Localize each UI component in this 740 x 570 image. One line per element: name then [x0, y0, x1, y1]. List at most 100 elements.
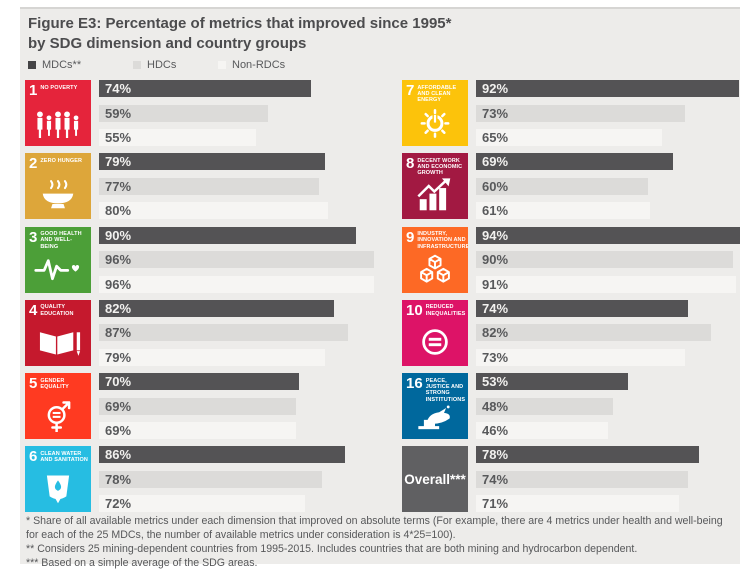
sdg-block-4: 4 QUALITY EDUCATION 82% 87% 79% [25, 299, 385, 366]
bar-hdcs: 90% [476, 251, 733, 269]
bar-non-rdcs: 80% [99, 202, 328, 220]
bar-mdcs: 69% [476, 153, 673, 171]
bar-value-label: 69% [105, 423, 132, 439]
bar-mdcs: 53% [476, 373, 628, 391]
figure-title-line1: Figure E3: Percentage of metrics that im… [28, 15, 452, 32]
sdg-tile-head: 7 AFFORDABLE AND CLEAN ENERGY [402, 80, 468, 103]
bar-value-label: 80% [105, 203, 132, 219]
sdg-block-1: 1 NO POVERTY 74% 59% 55% [25, 80, 385, 146]
sdg-number: 10 [406, 301, 423, 319]
bar-hdcs: 96% [99, 251, 374, 269]
footnotes: * Share of all available metrics under e… [26, 515, 734, 570]
sdg-block-3: 3 GOOD HEALTH AND WELL-BEING 90% 96% 96% [25, 226, 385, 293]
bar-group: 69% 60% 61% [476, 153, 740, 220]
bar-value-label: 55% [105, 130, 132, 145]
bar-mdcs: 92% [476, 80, 739, 97]
bar-mdcs: 78% [476, 446, 699, 464]
peace-justice-icon [410, 398, 460, 437]
sdg-block-6: 6 CLEAN WATER AND SANITATION 86% 78% 72% [25, 446, 385, 513]
bar-value-label: 96% [105, 252, 132, 268]
bar-group: 74% 59% 55% [99, 80, 385, 146]
figure-title: Figure E3: Percentage of metrics that im… [28, 14, 452, 53]
sdg-block-7: 7 AFFORDABLE AND CLEAN ENERGY 92% 73% 65% [402, 80, 740, 146]
sdg-number: 3 [29, 228, 38, 246]
sdg-tile-7: 7 AFFORDABLE AND CLEAN ENERGY [402, 80, 468, 146]
bar-value-label: 87% [105, 325, 132, 341]
sdg-tile-1: 1 NO POVERTY [25, 80, 91, 146]
sdg-tile-5: 5 GENDER EQUALITY [25, 373, 91, 440]
bar-value-label: 90% [482, 252, 509, 268]
bar-mdcs: 82% [99, 299, 334, 317]
bar-hdcs: 77% [99, 177, 319, 195]
bar-non-rdcs: 96% [99, 275, 374, 293]
bar-hdcs: 82% [476, 324, 711, 342]
bar-value-label: 71% [482, 496, 509, 512]
sdg-tile-head: 4 QUALITY EDUCATION [25, 300, 91, 318]
sdg-number: 6 [29, 448, 38, 466]
footnote-3: *** Based on a simple average of the SDG… [26, 556, 258, 569]
bar-hdcs: 48% [476, 397, 613, 415]
bar-value-label: 82% [482, 325, 509, 341]
sdg-tile-head: 6 CLEAN WATER AND SANITATION [25, 446, 91, 464]
bar-value-label: 53% [482, 374, 509, 390]
bar-value-label: 59% [105, 105, 132, 121]
bar-group: 70% 69% 69% [99, 373, 385, 440]
bar-mdcs: 74% [476, 299, 688, 317]
bar-mdcs: 79% [99, 153, 325, 171]
sdg-tile-head: 5 GENDER EQUALITY [25, 373, 91, 391]
bar-value-label: 94% [482, 227, 509, 243]
bar-hdcs: 87% [99, 324, 348, 342]
quality-education-icon [33, 325, 83, 364]
bar-non-rdcs: 61% [476, 202, 650, 220]
sdg-block-9: 9 INDUSTRY, INNOVATION AND INFRASTRUCTURE… [402, 226, 740, 293]
bar-value-label: 73% [482, 105, 509, 121]
bar-value-label: 48% [482, 398, 509, 414]
bar-value-label: 78% [105, 471, 132, 487]
footnote-2: ** Considers 25 mining-dependent countri… [26, 542, 638, 555]
sdg-tile-head: 16 PEACE, JUSTICE AND STRONG INSTITUTIONS [402, 373, 468, 403]
sdg-tile-4: 4 QUALITY EDUCATION [25, 299, 91, 366]
bar-value-label: 74% [482, 471, 509, 487]
bar-group: 78% 74% 71% [476, 446, 740, 513]
bar-value-label: 60% [482, 178, 509, 194]
chart-column-left: 1 NO POVERTY 74% 59% 55% 2 ZERO HUNGER 79% 77% 80… [25, 80, 385, 520]
bar-value-label: 74% [482, 300, 509, 316]
sdg-number: 8 [406, 155, 415, 173]
bar-value-label: 79% [105, 154, 132, 170]
bar-non-rdcs: 55% [99, 129, 256, 146]
sdg-label: NO POVERTY [40, 84, 78, 91]
bar-value-label: 74% [105, 81, 132, 96]
bar-group: 92% 73% 65% [476, 80, 740, 146]
bar-mdcs: 74% [99, 80, 311, 97]
bar-value-label: 79% [105, 349, 132, 365]
sdg-tile-head: 10 REDUCED INEQUALITIES [402, 300, 468, 318]
bar-hdcs: 69% [99, 397, 296, 415]
legend-item-mdcs: MDCs** [28, 59, 81, 71]
legend-item-non-rdcs: Non-RDCs [218, 59, 285, 71]
clean-energy-icon [410, 105, 460, 144]
bar-value-label: 78% [482, 447, 509, 463]
sdg-label: REDUCED INEQUALITIES [425, 304, 466, 317]
industry-innovation-icon [410, 252, 460, 291]
good-health-icon [33, 252, 83, 291]
sdg-number: 1 [29, 82, 38, 99]
sdg-tile-head: 1 NO POVERTY [25, 80, 91, 98]
sdg-tile-2: 2 ZERO HUNGER [25, 153, 91, 220]
sdg-number: 2 [29, 155, 38, 173]
bar-non-rdcs: 46% [476, 422, 608, 440]
bar-value-label: 82% [105, 300, 132, 316]
bar-non-rdcs: 91% [476, 275, 736, 293]
sdg-label: QUALITY EDUCATION [40, 304, 74, 317]
figure-panel: Figure E3: Percentage of metrics that im… [20, 7, 740, 569]
decent-work-icon [410, 178, 460, 217]
sdg-label: INDUSTRY, INNOVATION AND INFRASTRUCTURE [417, 231, 468, 250]
sdg-tile-8: 8 DECENT WORK AND ECONOMIC GROWTH [402, 153, 468, 220]
bar-group: 86% 78% 72% [99, 446, 385, 513]
sdg-label: AFFORDABLE AND CLEAN ENERGY [417, 84, 457, 104]
bar-group: 82% 87% 79% [99, 299, 385, 366]
clean-water-icon [33, 471, 83, 510]
chart-column-right: 7 AFFORDABLE AND CLEAN ENERGY 92% 73% 65% 8 DE… [402, 80, 740, 520]
sdg-block-2: 2 ZERO HUNGER 79% 77% 80% [25, 153, 385, 220]
bar-hdcs: 59% [99, 104, 268, 122]
sdg-block-5: 5 GENDER EQUALITY 70% 69% 69% [25, 373, 385, 440]
